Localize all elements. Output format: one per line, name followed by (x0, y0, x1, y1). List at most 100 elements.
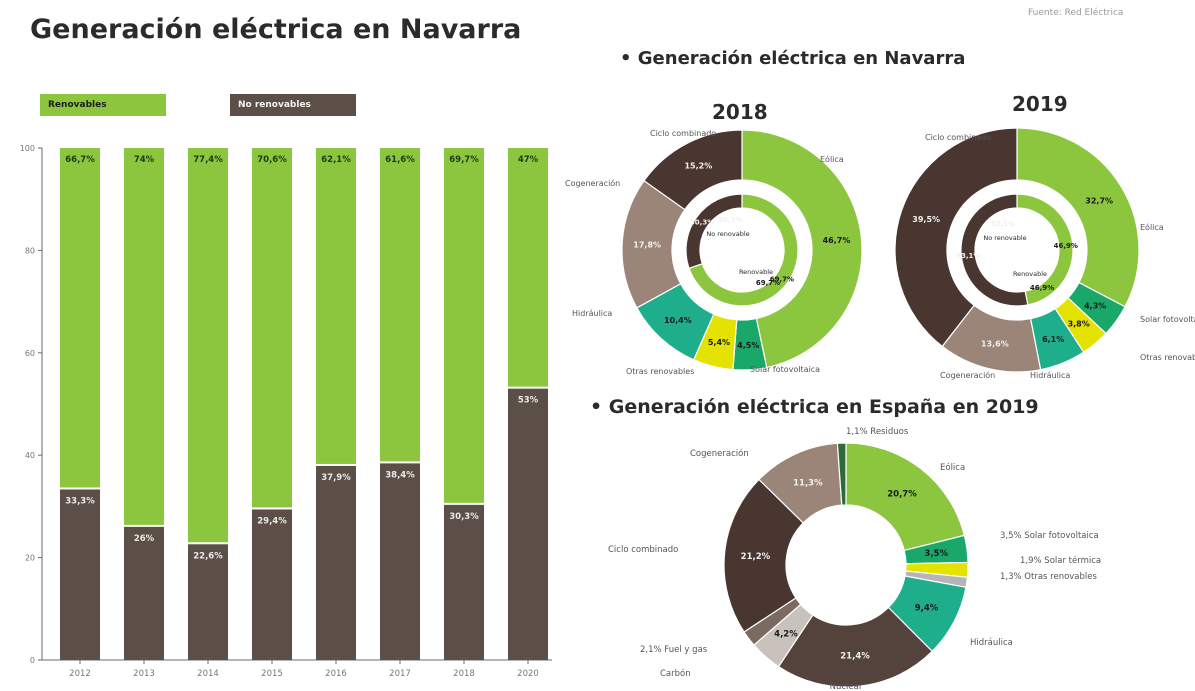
bar-renewable (188, 148, 228, 543)
y-tick-label: 80 (25, 246, 35, 255)
bar-non-renewable (60, 489, 100, 660)
spain-name-cogeneraci-n: Cogeneración (690, 448, 749, 459)
bar-label-non-renewable: 30,3% (449, 512, 479, 522)
y-tick-label: 100 (20, 144, 35, 153)
x-tick-label: 2017 (389, 669, 411, 679)
donut-spain-value-label: 4,2% (774, 629, 798, 639)
donut2019-name-other: Otras renovables (1140, 353, 1195, 362)
donut2019-outer-value-label: 39,5% (912, 215, 940, 224)
donut2019-inner-slice-no-renovable (960, 193, 1029, 307)
bar-non-renewable (188, 544, 228, 660)
donut2018-inner-r-name: Renovable (739, 268, 773, 276)
bar-label-renewable: 69,7% (449, 155, 479, 165)
bar-renewable (252, 148, 292, 508)
bar-label-non-renewable: 53% (518, 396, 539, 406)
donut2019-outer-value-label: 3,8% (1068, 320, 1090, 329)
bar-non-renewable (316, 465, 356, 660)
source-note: Fuente: Red Eléctrica (1028, 8, 1124, 18)
bar-label-non-renewable: 37,9% (321, 473, 351, 483)
donut2018-inner-value-label: 69,7% (770, 275, 794, 283)
x-tick-label: 2016 (325, 669, 347, 679)
donut-spain-value-label: 20,7% (887, 489, 917, 499)
x-tick-label: 2012 (69, 669, 91, 679)
spain-name-carb-n: Carbón (660, 668, 691, 679)
navarra-donuts-title: • Generación eléctrica en Navarra (620, 48, 966, 69)
spain-name-e-lica: Eólica (940, 462, 965, 473)
donut2019-name-cogen: Cogeneración (940, 370, 995, 380)
donut2019-outer-value-label: 6,1% (1042, 335, 1064, 344)
bar-renewable (316, 148, 356, 464)
spain-name-otras-renovables: 1,3% Otras renovables (1000, 572, 1098, 582)
donut2019-inner-nr-label: 53,1% (991, 220, 1015, 228)
donut2019-inner-r-name: Renovable (1013, 270, 1047, 278)
donut2018-name-ccgt: Ciclo combinado (650, 129, 716, 138)
spain-donut-title: • Generación eléctrica en España en 2019 (590, 396, 1039, 418)
x-tick-label: 2018 (453, 669, 475, 679)
x-tick-label: 2020 (517, 669, 539, 679)
year-2018-label: 2018 (712, 100, 768, 124)
bar-label-renewable: 62,1% (321, 155, 351, 165)
donut-spain-slice-ciclo-combinado (723, 478, 805, 633)
donut2019-outer-value-label: 13,6% (981, 339, 1009, 348)
donut2018-inner-value-label: 30,3% (690, 219, 714, 227)
spain-name-fuel-y-gas: 2,1% Fuel y gas (640, 645, 708, 655)
bar-label-renewable: 61,6% (385, 155, 415, 165)
bar-label-non-renewable: 26% (134, 534, 155, 544)
donut2018-outer-value-label: 10,4% (664, 316, 692, 325)
x-tick-label: 2014 (197, 669, 219, 679)
donut2018-inner-slice-renovable (688, 193, 799, 307)
donut2019-name-ccgt: Ciclo combinado (925, 133, 991, 142)
donut2018-outer-value-label: 46,7% (823, 236, 851, 245)
donut2019-outer-value-label: 32,7% (1085, 196, 1113, 205)
top-strip (0, 0, 1195, 10)
donut-spain-value-label: 11,3% (793, 478, 823, 488)
donut-spain-value-label: 9,4% (915, 603, 939, 613)
bar-label-renewable: 77,4% (193, 155, 223, 165)
donut2018-inner-slice-no-renovable (685, 193, 743, 270)
donut2018-name-solar: Solar fotovoltaica (750, 365, 820, 374)
x-tick-label: 2015 (261, 669, 283, 679)
page-title: Generación eléctrica en Navarra (30, 14, 522, 45)
donut-spain-slice-residuos (836, 442, 847, 506)
y-tick-label: 40 (25, 451, 35, 460)
donut2018-outer-value-label: 17,8% (633, 241, 661, 250)
legend-non-renewable: No renovables (230, 94, 356, 116)
bar-label-non-renewable: 38,4% (385, 470, 415, 480)
donut2019-inner-nr-name: No renovable (983, 234, 1026, 242)
donut2019-inner-r-label: 46,9% (1030, 284, 1054, 292)
bar-renewable (508, 148, 548, 387)
donut2018-outer-slice-ciclo-combinado (643, 129, 743, 211)
bar-non-renewable (124, 526, 164, 660)
donut-spain-value-label: 21,4% (840, 652, 870, 662)
bar-non-renewable (380, 463, 420, 660)
bar-label-renewable: 74% (134, 155, 155, 165)
donut2018-inner-nr-name: No renovable (706, 230, 749, 238)
spain-name-solar-fotovoltaica: 3,5% Solar fotovoltaica (1000, 531, 1099, 541)
bar-label-renewable: 47% (518, 155, 539, 165)
bar-renewable (380, 148, 420, 462)
bar-non-renewable (252, 509, 292, 660)
donut2019-name-solar: Solar fotovoltaica (1140, 315, 1195, 324)
bar-non-renewable (508, 388, 548, 660)
donut2018-outer-value-label: 15,2% (684, 162, 712, 171)
bar-label-renewable: 66,7% (65, 155, 95, 165)
donut2019-name-wind: Eólica (1140, 222, 1164, 232)
donut2018-name-other: Otras renovables (626, 367, 694, 376)
donut2019-outer-value-label: 4,3% (1084, 302, 1106, 311)
bar-renewable (60, 148, 100, 488)
donut2019-outer-slice-e-lica (1016, 127, 1140, 308)
bar-renewable (124, 148, 164, 525)
bar-label-non-renewable: 29,4% (257, 516, 287, 526)
y-tick-label: 0 (30, 656, 35, 665)
year-2019-label: 2019 (1012, 92, 1068, 116)
donut2018-inner-r-label: 69,7% (756, 279, 780, 287)
spain-name-ciclo-combinado: Ciclo combinado (608, 545, 678, 555)
bar-label-non-renewable: 22,6% (193, 551, 223, 561)
donut2019-name-hydro: Hidráulica (1030, 371, 1070, 380)
spain-name-nuclear: Nuclear (830, 682, 863, 691)
donut2018-name-wind: Eólica (820, 154, 844, 164)
donut2018-outer-slice-e-lica (741, 129, 863, 369)
donut2019-inner-value-label: 53,1% (956, 252, 980, 260)
donut2018-name-cogen: Cogeneración (565, 178, 620, 188)
